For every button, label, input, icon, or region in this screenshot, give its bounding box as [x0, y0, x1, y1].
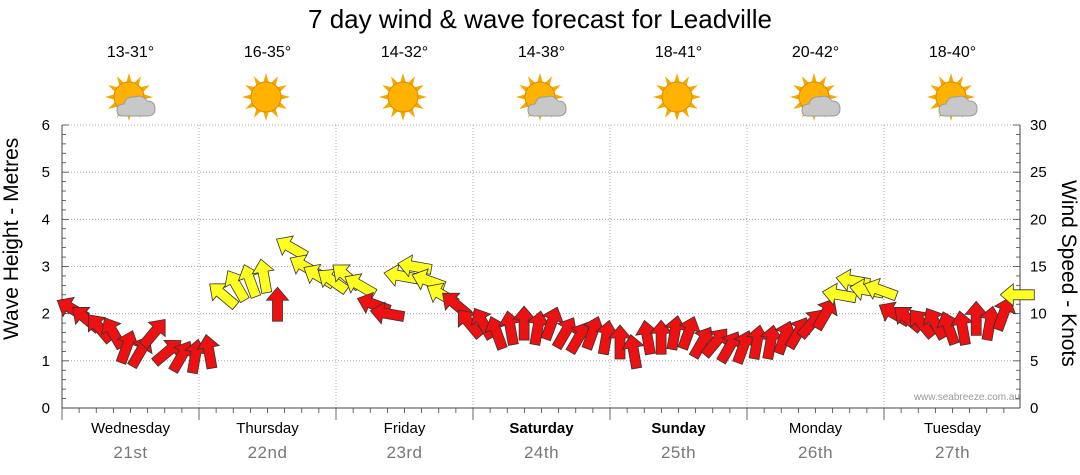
wind-arrow: [950, 310, 974, 346]
y-tick-label-right: 20: [1030, 211, 1047, 228]
chart-title: 7 day wind & wave forecast for Leadville: [308, 4, 772, 34]
day-date: 23rd: [386, 443, 423, 462]
wind-arrow: [992, 297, 1016, 332]
sunny-icon: [378, 73, 427, 121]
wind-arrow: [621, 334, 645, 370]
wind-arrow: [265, 286, 290, 322]
temperature-range: 14-38°: [517, 44, 566, 61]
y-tick-label-left: 0: [42, 400, 50, 417]
partly-cloudy-icon: [926, 73, 978, 121]
wind-arrow: [196, 334, 221, 370]
wind-arrow: [964, 300, 989, 336]
y-tick-label-left: 1: [42, 353, 50, 370]
y-tick-label-right: 15: [1030, 259, 1047, 276]
day-name: Thursday: [236, 420, 299, 437]
wind-arrow: [317, 268, 350, 296]
wind-arrow: [732, 330, 756, 365]
wind-arrow: [551, 317, 578, 351]
wind-arrow: [812, 298, 838, 332]
wind-arrow: [677, 315, 701, 351]
day-name: Tuesday: [924, 420, 981, 437]
day-name: Wednesday: [91, 420, 170, 437]
day-date: 26th: [797, 443, 834, 462]
wind-arrow: [344, 273, 378, 299]
wind-arrow: [498, 310, 522, 346]
sunny-icon: [241, 73, 290, 121]
wind-arrow: [821, 282, 858, 306]
wind-arrows: [56, 235, 1035, 375]
wind-arrow: [115, 330, 140, 365]
partly-cloudy-icon: [104, 73, 156, 121]
wind-arrow: [608, 324, 632, 360]
wind-arrow: [688, 326, 715, 360]
partly-cloudy-icon: [789, 73, 841, 121]
day-date: 24th: [523, 443, 560, 462]
y-tick-label-left: 5: [42, 164, 50, 181]
wind-arrow: [251, 258, 275, 295]
wind-arrow: [773, 320, 797, 356]
wind-arrow: [759, 324, 784, 361]
y-tick-label-left: 2: [42, 306, 50, 323]
wind-arrow: [224, 270, 250, 304]
day-name: Sunday: [651, 420, 706, 437]
y-tick-label-right: 5: [1030, 353, 1038, 370]
sunny-icon: [652, 73, 701, 121]
day-name: Saturday: [509, 420, 574, 437]
temperature-range: 20-42°: [791, 44, 840, 61]
day-date: 25th: [660, 443, 697, 462]
partly-cloudy-icon: [515, 73, 567, 121]
wind-arrow: [138, 319, 166, 350]
wind-arrow: [512, 305, 536, 341]
y-tick-label-right: 10: [1030, 306, 1047, 323]
y-tick-label-right: 0: [1030, 400, 1038, 417]
y-tick-label-left: 6: [42, 117, 50, 134]
wind-arrow: [978, 305, 1003, 342]
wind-arrow: [369, 301, 406, 325]
day-date: 27th: [934, 443, 971, 462]
y-tick-label-right: 25: [1030, 164, 1047, 181]
wind-arrow: [275, 235, 309, 262]
wind-arrow: [595, 319, 619, 356]
temperature-range: 13-31°: [106, 44, 155, 61]
site-credit: www.seabreeze.com.au: [913, 392, 1020, 403]
y-tick-label-right: 30: [1030, 117, 1047, 134]
y-tick-label-left: 4: [42, 211, 50, 228]
wind-arrow: [540, 306, 564, 342]
day-date: 22nd: [247, 443, 288, 462]
wind-arrow: [383, 263, 419, 287]
day-date: 21st: [113, 443, 148, 462]
day-name: Monday: [788, 420, 843, 437]
temperature-range: 14-32°: [380, 44, 429, 61]
temperature-range: 16-35°: [243, 44, 292, 61]
wind-arrow: [863, 277, 899, 302]
wind-arrow: [999, 282, 1035, 307]
y-tick-label-left: 3: [42, 259, 50, 276]
wind-arrow: [635, 319, 659, 356]
wind-arrow: [209, 283, 240, 311]
day-name: Friday: [383, 420, 426, 437]
wind-arrow: [581, 315, 605, 351]
temperature-range: 18-40°: [928, 44, 977, 61]
temperature-range: 18-41°: [654, 44, 703, 61]
wind-arrow: [526, 310, 551, 346]
